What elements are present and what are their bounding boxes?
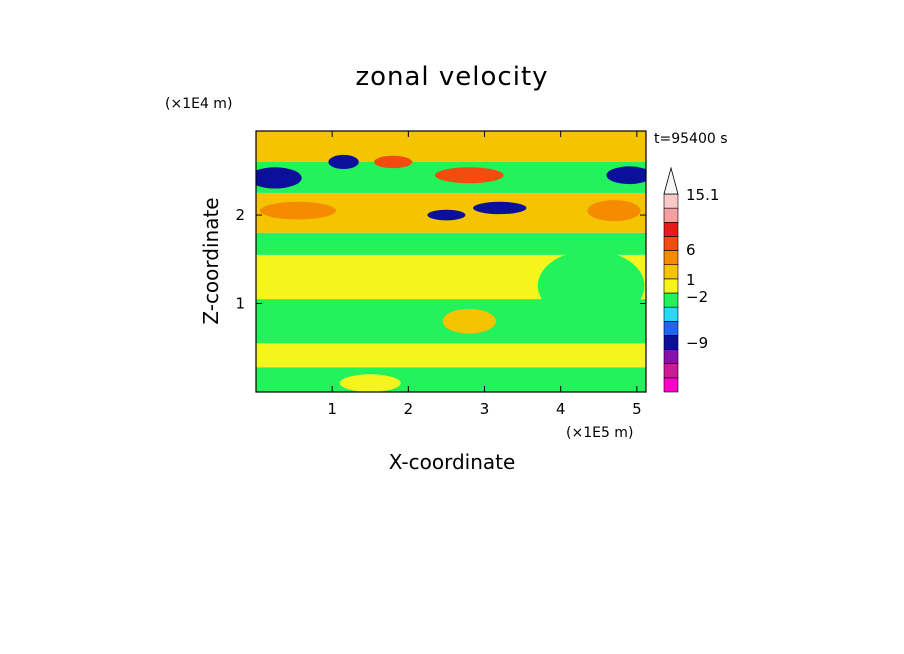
x-tick-label-4: 5 [632,400,642,418]
colorbar-swatch-13 [663,193,679,209]
contour-feature-7 [606,166,646,185]
contour-feature-11 [339,374,401,392]
colorbar-label-0: 15.1 [686,186,719,204]
contour-feature-3 [374,155,413,169]
contour-band-7 [256,131,646,162]
colorbar-swatch-6 [663,292,679,308]
colorbar-swatch-1 [663,363,679,379]
x-multiplier-label: (×1E5 m) [566,425,633,441]
contour-feature-9 [442,308,496,334]
contour-feature-5 [427,209,466,221]
x-tick-label-2: 3 [480,400,490,418]
time-label: t=95400 s [654,131,728,147]
contour-feature-2 [328,154,359,170]
colorbar-swatch-7 [663,278,679,294]
x-axis-label: X-coordinate [389,450,516,474]
colorbar-swatch-0 [663,377,679,393]
contour-feature-8 [587,200,641,222]
colorbar-swatch-10 [663,236,679,251]
colorbar-swatch-3 [663,335,679,350]
y-tick-label-1: 2 [235,206,245,224]
x-tick-label-1: 2 [404,400,414,418]
y-tick-label-0: 1 [235,295,245,313]
x-tick-label-0: 1 [327,400,337,418]
colorbar-swatch-2 [663,349,679,365]
colorbar-label-2: 1 [686,271,696,289]
y-multiplier-label: (×1E4 m) [165,96,232,112]
x-tick-label-3: 4 [556,400,566,418]
colorbar-swatch-9 [663,250,679,266]
colorbar-swatch-4 [663,320,679,336]
colorbar-label-1: 6 [686,241,696,259]
contour-feature-4 [435,167,504,184]
contour-band-1 [256,343,646,368]
contour-feature-10 [537,250,645,322]
chart-title: zonal velocity [355,62,548,92]
colorbar-label-3: −2 [686,288,708,306]
colorbar-extend-arrow [663,166,679,195]
plot-frame [255,130,647,393]
colorbar [663,166,679,393]
colorbar-swatch-12 [663,207,679,223]
contour-feature-1 [259,201,336,220]
contour-feature-0 [256,167,302,189]
colorbar-swatch-11 [663,221,679,237]
colorbar-swatch-5 [663,306,679,322]
y-axis-label: Z-coordinate [199,197,223,324]
plot-area [255,130,647,393]
contour-feature-6 [473,201,527,215]
colorbar-label-4: −9 [686,334,708,352]
colorbar-swatch-8 [663,264,679,280]
contour-band-0 [256,367,646,392]
contour-band-4 [256,232,646,255]
